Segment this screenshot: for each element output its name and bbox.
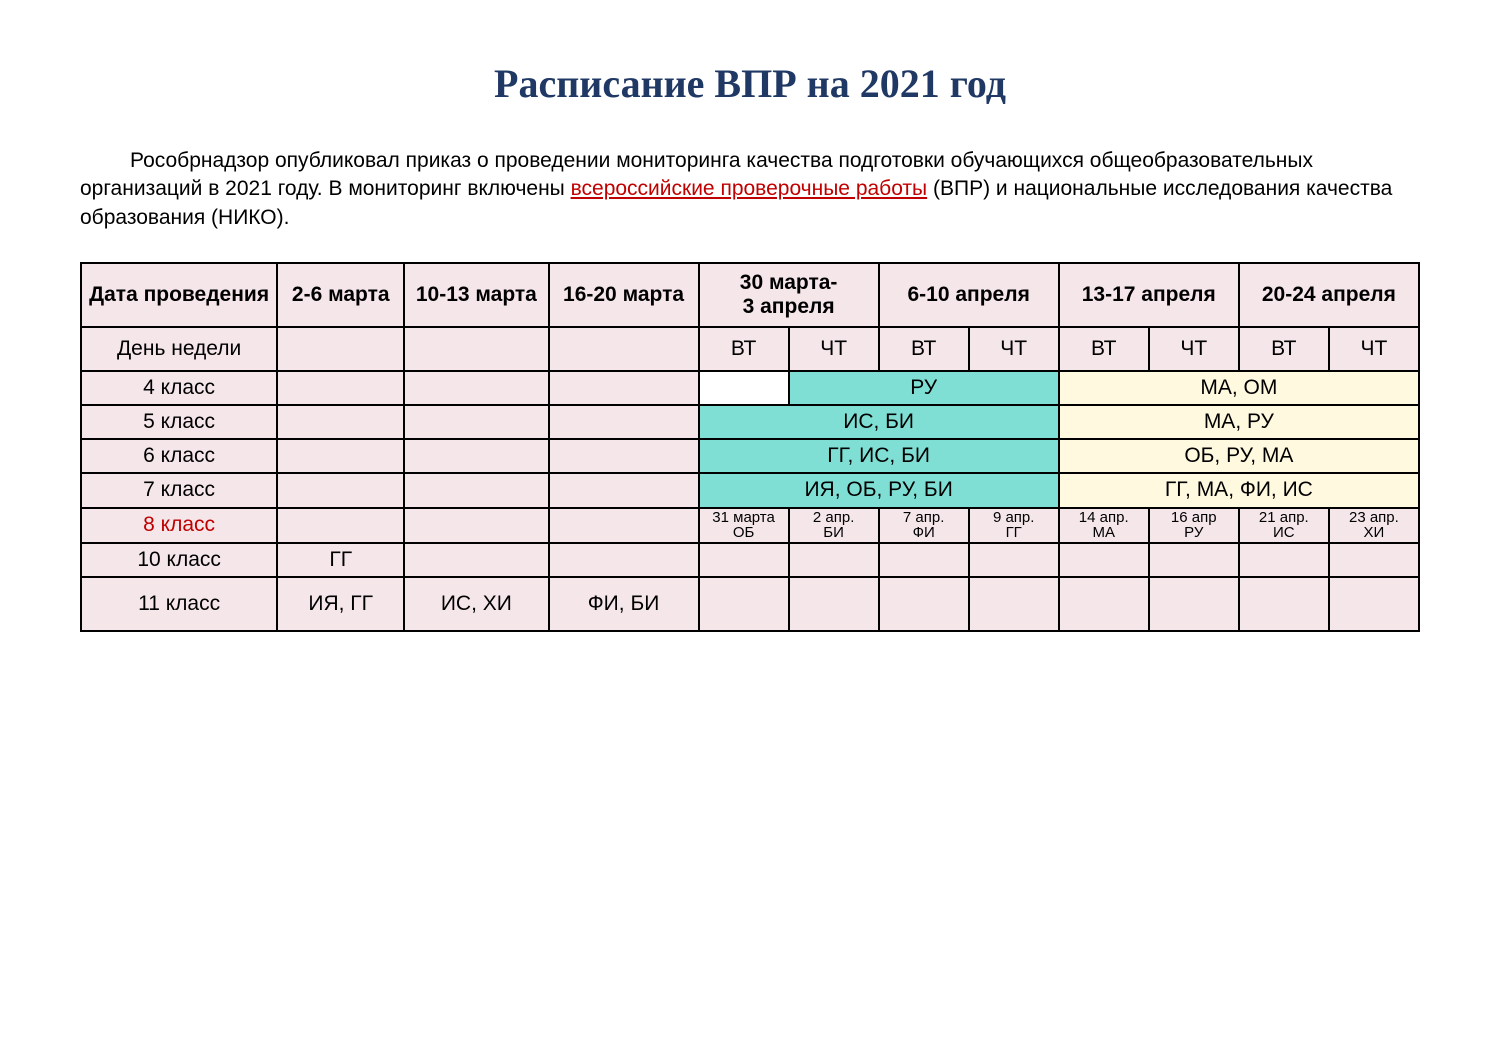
cell-empty [1239,543,1329,577]
grade-label: 4 класс [81,371,277,405]
cell-ma-om: МА, ОМ [1059,371,1419,405]
cell-empty [549,508,699,544]
grade-label: 7 класс [81,473,277,507]
row-grade-4: 4 класс РУ МА, ОМ [81,371,1419,405]
cell-empty [879,543,969,577]
col-mar30-apr3: 30 марта-3 апреля [699,263,879,327]
cell-fi-bi: ФИ, БИ [549,577,699,631]
cell-empty [1059,577,1149,631]
day-empty [277,327,404,371]
cell-empty [277,473,404,507]
grade-label: 11 класс [81,577,277,631]
cell-ob-ru-ma: ОБ, РУ, МА [1059,439,1419,473]
cell-ru: РУ [789,371,1059,405]
cell-empty [1059,543,1149,577]
col-apr-13-17: 13-17 апреля [1059,263,1239,327]
cell-7apr-fi: 7 апр.ФИ [879,508,969,544]
schedule-table: Дата проведения 2-6 марта 10-13 марта 16… [80,262,1420,632]
header-row-days: День недели ВТ ЧТ ВТ ЧТ ВТ ЧТ ВТ ЧТ [81,327,1419,371]
cell-16apr-ru: 16 апрРУ [1149,508,1239,544]
cell-empty [549,543,699,577]
cell-empty [404,543,548,577]
cell-9apr-gg: 9 апр.ГГ [969,508,1059,544]
cell-empty [879,577,969,631]
cell-ma-ru: МА, РУ [1059,405,1419,439]
cell-empty [1149,577,1239,631]
day-vt: ВТ [879,327,969,371]
cell-empty [404,473,548,507]
grade-label: 5 класс [81,405,277,439]
day-vt: ВТ [699,327,789,371]
cell-31mar-ob: 31 мартаОБ [699,508,789,544]
row-grade-8: 8 класс 31 мартаОБ 2 апр.БИ 7 апр.ФИ 9 а… [81,508,1419,544]
cell-empty [789,543,879,577]
grade-label-red: 8 класс [81,508,277,544]
day-vt: ВТ [1059,327,1149,371]
cell-empty [699,371,789,405]
cell-empty [1329,577,1419,631]
day-cht: ЧТ [789,327,879,371]
cell-empty [404,371,548,405]
cell-empty [277,405,404,439]
cell-empty [277,371,404,405]
date-label: Дата проведения [81,263,277,327]
day-cht: ЧТ [969,327,1059,371]
cell-empty [549,439,699,473]
cell-21apr-is: 21 апр.ИС [1239,508,1329,544]
cell-empty [1239,577,1329,631]
cell-empty [969,577,1059,631]
cell-14apr-ma: 14 апр.МА [1059,508,1149,544]
intro-paragraph: Рособрнадзор опубликовал приказ о провед… [80,147,1420,232]
cell-empty [789,577,879,631]
cell-iya-ob-ru-bi: ИЯ, ОБ, РУ, БИ [699,473,1059,507]
cell-empty [699,577,789,631]
cell-empty [404,405,548,439]
col-apr-20-24: 20-24 апреля [1239,263,1419,327]
day-cht: ЧТ [1329,327,1419,371]
vpr-link[interactable]: всероссийские проверочные работы [571,177,928,200]
page-title: Расписание ВПР на 2021 год [80,60,1420,107]
cell-empty [1329,543,1419,577]
row-grade-10: 10 класс ГГ [81,543,1419,577]
cell-iya-gg: ИЯ, ГГ [277,577,404,631]
cell-empty [549,371,699,405]
cell-is-hi: ИС, ХИ [404,577,548,631]
row-grade-6: 6 класс ГГ, ИС, БИ ОБ, РУ, МА [81,439,1419,473]
header-row-dates: Дата проведения 2-6 марта 10-13 марта 16… [81,263,1419,327]
grade-label: 10 класс [81,543,277,577]
cell-empty [699,543,789,577]
cell-empty [277,508,404,544]
cell-gg: ГГ [277,543,404,577]
row-grade-11: 11 класс ИЯ, ГГ ИС, ХИ ФИ, БИ [81,577,1419,631]
cell-gg-is-bi: ГГ, ИС, БИ [699,439,1059,473]
cell-empty [549,473,699,507]
col-mar-16-20: 16-20 марта [549,263,699,327]
day-empty [404,327,548,371]
cell-empty [277,439,404,473]
col-mar-10-13: 10-13 марта [404,263,548,327]
day-label: День недели [81,327,277,371]
cell-empty [549,405,699,439]
day-cht: ЧТ [1149,327,1239,371]
col-apr-6-10: 6-10 апреля [879,263,1059,327]
grade-label: 6 класс [81,439,277,473]
cell-gg-ma-fi-is: ГГ, МА, ФИ, ИС [1059,473,1419,507]
row-grade-7: 7 класс ИЯ, ОБ, РУ, БИ ГГ, МА, ФИ, ИС [81,473,1419,507]
row-grade-5: 5 класс ИС, БИ МА, РУ [81,405,1419,439]
cell-empty [404,508,548,544]
cell-2apr-bi: 2 апр.БИ [789,508,879,544]
cell-empty [404,439,548,473]
day-empty [549,327,699,371]
cell-is-bi: ИС, БИ [699,405,1059,439]
cell-23apr-hi: 23 апр.ХИ [1329,508,1419,544]
col-mar-2-6: 2-6 марта [277,263,404,327]
day-vt: ВТ [1239,327,1329,371]
cell-empty [969,543,1059,577]
cell-empty [1149,543,1239,577]
